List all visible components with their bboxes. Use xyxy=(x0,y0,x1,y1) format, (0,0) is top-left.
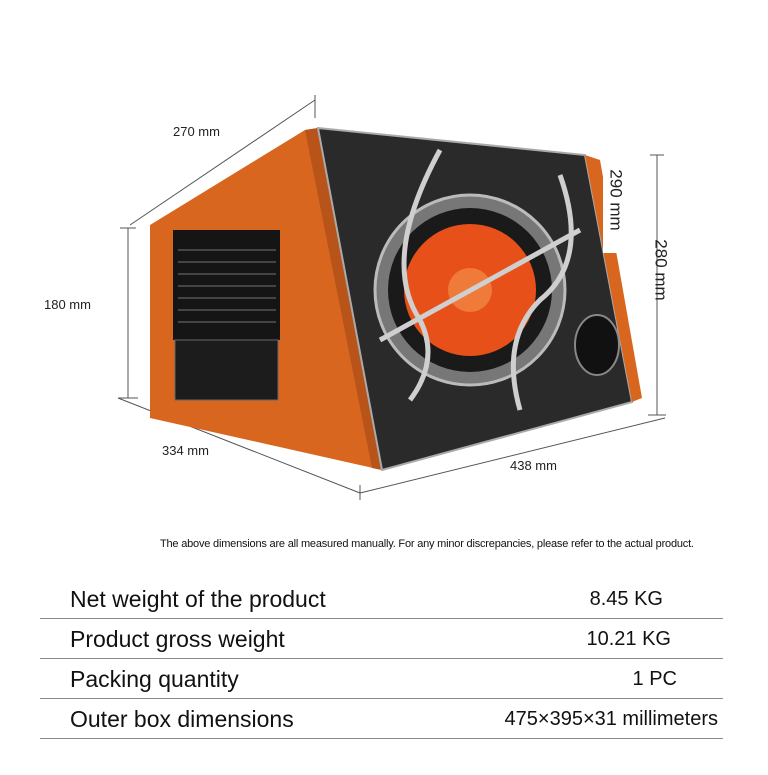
spec-row: Product gross weight 10.21 KG xyxy=(40,618,723,659)
woofer-guard xyxy=(378,148,582,411)
dimension-label: 270 mm xyxy=(173,124,220,139)
spec-row: Packing quantity 1 PC xyxy=(40,658,723,699)
speaker-illustration xyxy=(117,95,666,500)
dimension-label: 290 mm xyxy=(606,169,626,231)
spec-label: Net weight of the product xyxy=(70,586,326,612)
dimension-label: 180 mm xyxy=(44,297,91,312)
spec-row: Outer box dimensions 475×395×31 millimet… xyxy=(40,698,723,739)
tweeter xyxy=(574,314,620,376)
spec-row: Net weight of the product 8.45 KG xyxy=(40,578,723,619)
dimension-label: 334 mm xyxy=(162,443,209,458)
spec-label: Product gross weight xyxy=(70,626,285,652)
dimension-label: 438 mm xyxy=(510,458,557,473)
spec-value: 10.21 KG xyxy=(586,628,671,650)
disclaimer-note: The above dimensions are all measured ma… xyxy=(160,538,694,550)
dimension-label: 280 mm xyxy=(651,239,671,301)
control-panel xyxy=(174,339,279,401)
spec-value: 8.45 KG xyxy=(589,588,663,610)
spec-label: Packing quantity xyxy=(70,666,239,692)
spec-label: Outer box dimensions xyxy=(70,706,294,732)
spec-value: 1 PC xyxy=(632,668,677,690)
spec-value: 475×395×31 millimeters xyxy=(504,708,718,730)
